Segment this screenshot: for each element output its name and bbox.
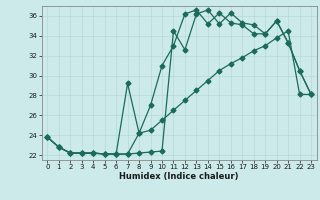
X-axis label: Humidex (Indice chaleur): Humidex (Indice chaleur) xyxy=(119,172,239,181)
